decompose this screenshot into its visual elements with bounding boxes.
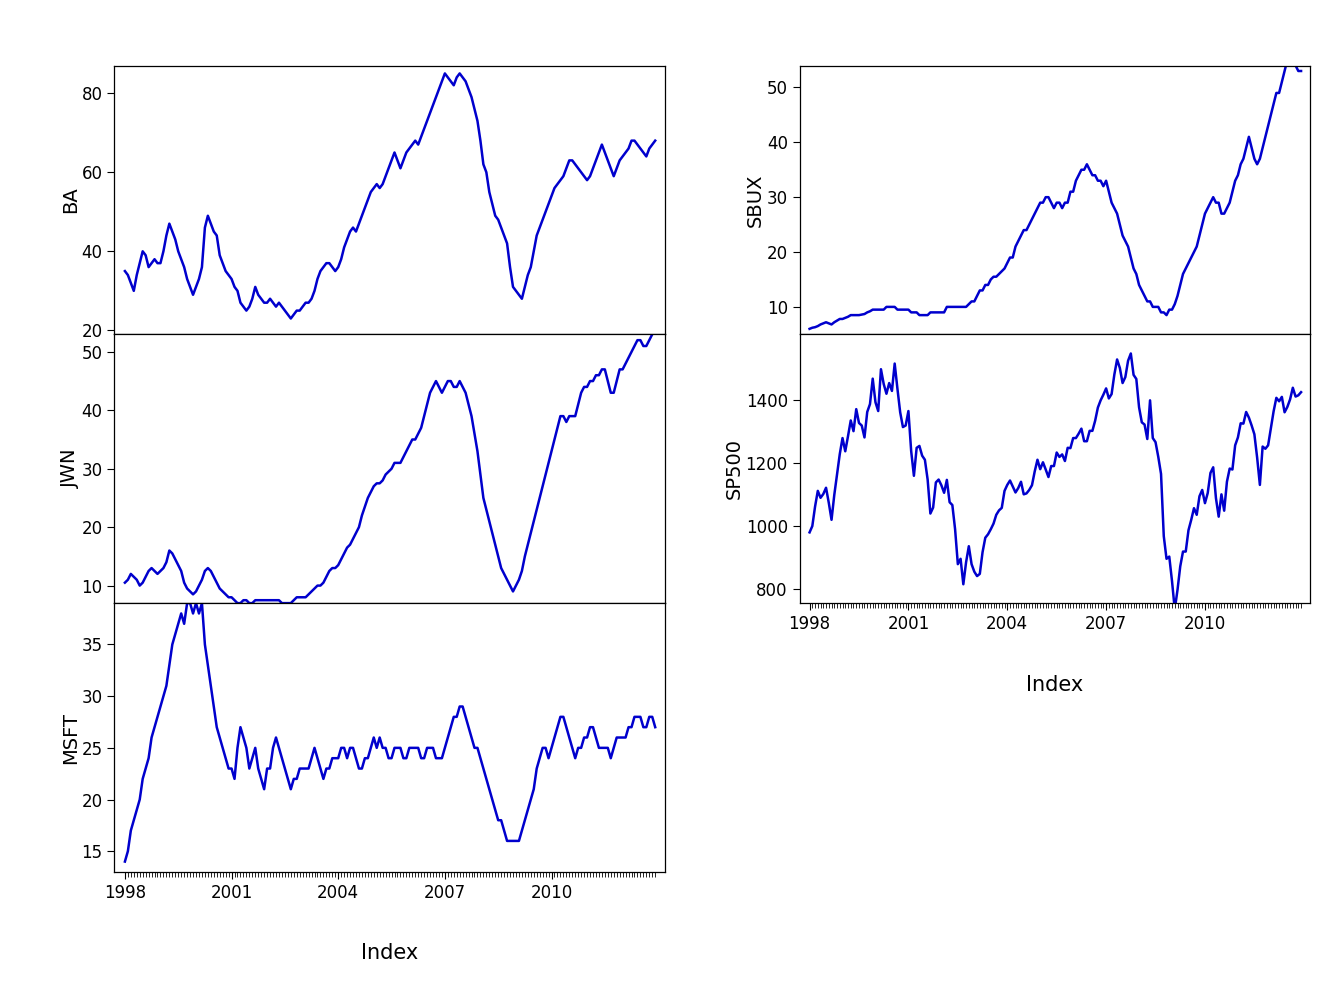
X-axis label: Index: Index [1027, 674, 1083, 695]
Y-axis label: BA: BA [60, 186, 79, 214]
X-axis label: Index: Index [362, 943, 418, 964]
Y-axis label: MSFT: MSFT [60, 712, 79, 763]
Y-axis label: JWN: JWN [60, 449, 79, 489]
Y-axis label: SP500: SP500 [724, 438, 745, 499]
Y-axis label: SBUX: SBUX [746, 173, 765, 227]
